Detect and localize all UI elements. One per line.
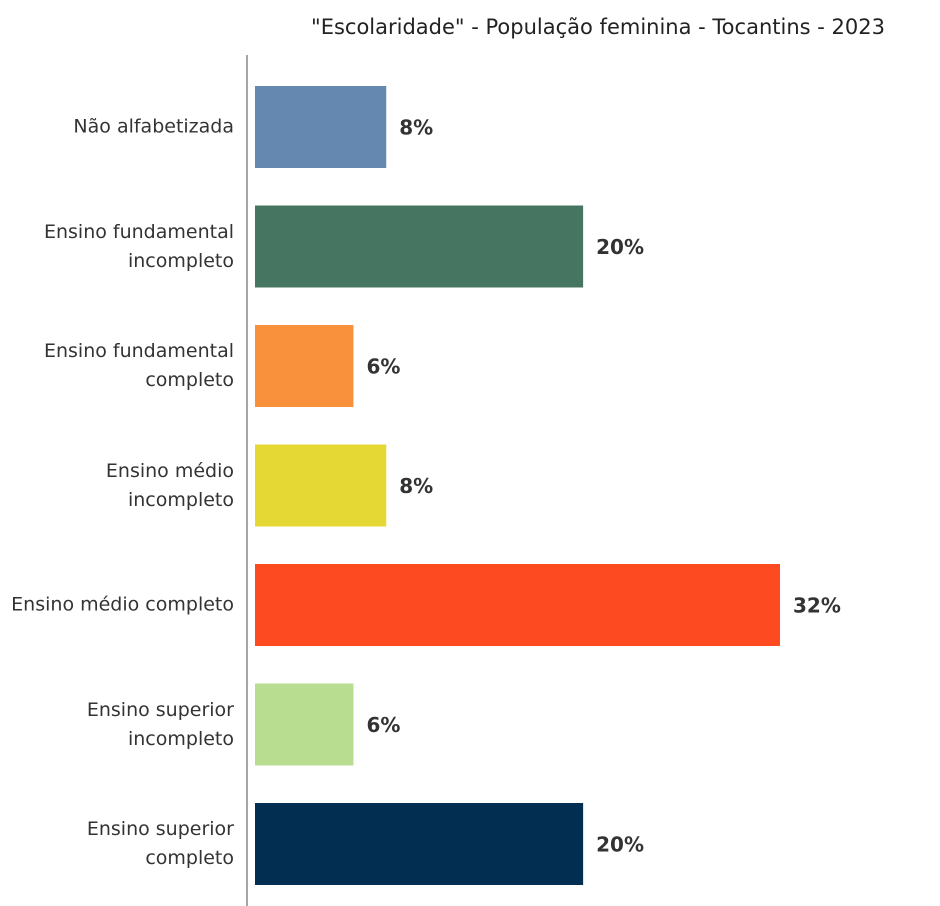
chart-title: "Escolaridade" - População feminina - To… (311, 15, 885, 39)
bar (255, 444, 387, 527)
value-label: 6% (366, 355, 400, 379)
value-label: 32% (793, 594, 841, 618)
category-label: Ensino superior incompleto (86, 698, 234, 750)
category-label: Ensino fundamental completo (43, 340, 234, 391)
value-label: 8% (399, 116, 433, 140)
category-label: Ensino superior completo (86, 818, 234, 869)
value-label: 6% (366, 713, 400, 737)
bar (255, 325, 354, 407)
bar (255, 803, 584, 885)
bar (255, 564, 780, 646)
bar (255, 86, 387, 168)
bar (255, 205, 584, 288)
value-label: 8% (399, 474, 433, 498)
category-label: Ensino fundamental incompleto (43, 220, 234, 272)
category-label: Ensino médio incompleto (105, 459, 234, 511)
category-label: Ensino médio completo (11, 593, 234, 616)
bar (255, 683, 354, 766)
value-label: 20% (596, 833, 644, 857)
value-label: 20% (596, 235, 644, 259)
category-label: Não alfabetizada (73, 115, 234, 138)
